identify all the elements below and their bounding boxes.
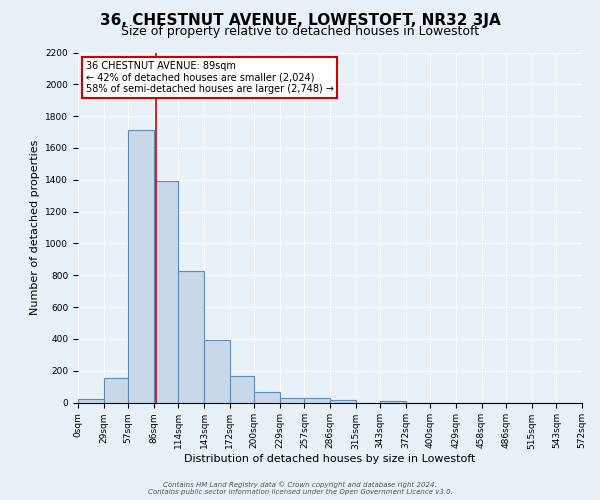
Bar	[330, 400, 356, 402]
Y-axis label: Number of detached properties: Number of detached properties	[30, 140, 40, 315]
Bar	[380, 401, 406, 402]
Bar	[78, 400, 104, 402]
Bar	[230, 376, 254, 402]
Bar	[178, 271, 204, 402]
Bar	[128, 130, 154, 402]
Bar	[254, 392, 280, 402]
Text: 36, CHESTNUT AVENUE, LOWESTOFT, NR32 3JA: 36, CHESTNUT AVENUE, LOWESTOFT, NR32 3JA	[100, 12, 500, 28]
Text: 36 CHESTNUT AVENUE: 89sqm
← 42% of detached houses are smaller (2,024)
58% of se: 36 CHESTNUT AVENUE: 89sqm ← 42% of detac…	[86, 61, 334, 94]
X-axis label: Distribution of detached houses by size in Lowestoft: Distribution of detached houses by size …	[184, 454, 476, 464]
Bar	[304, 398, 330, 402]
Text: Contains HM Land Registry data © Crown copyright and database right 2024.
Contai: Contains HM Land Registry data © Crown c…	[148, 481, 452, 495]
Bar	[204, 340, 230, 402]
Bar	[280, 398, 304, 402]
Bar	[154, 182, 178, 402]
Text: Size of property relative to detached houses in Lowestoft: Size of property relative to detached ho…	[121, 25, 479, 38]
Bar	[104, 378, 128, 402]
